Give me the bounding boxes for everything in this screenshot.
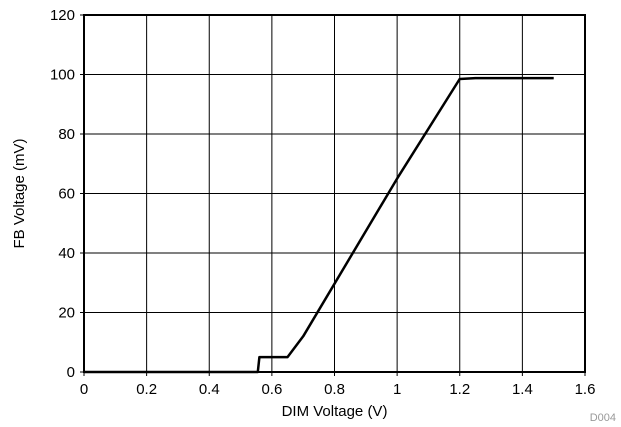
plot-frame [83, 14, 586, 373]
grid-lines [80, 14, 586, 376]
y-tick-label: 80 [58, 126, 75, 143]
x-tick-label: 0.2 [136, 381, 157, 398]
series-line-0 [84, 76, 554, 374]
x-tick-label: 1 [393, 381, 401, 398]
y-tick-label: 60 [58, 186, 75, 203]
y-axis-title: FB Voltage (mV) [11, 138, 28, 248]
x-axis-title: DIM Voltage (V) [282, 403, 388, 420]
x-tick-label: 1.4 [512, 381, 533, 398]
x-tick-label: 0 [80, 381, 88, 398]
y-tick-labels: 0 20 40 60 80 100 120 [50, 7, 75, 381]
x-tick-label: 1.6 [575, 381, 596, 398]
x-tick-label: 0.6 [261, 381, 282, 398]
y-tick-label: 0 [67, 364, 75, 381]
y-tick-label: 40 [58, 245, 75, 262]
y-tick-label: 100 [50, 67, 75, 84]
y-tick-label: 20 [58, 305, 75, 322]
series-layer [84, 76, 554, 374]
x-tick-labels: 0 0.2 0.4 0.6 0.8 1 1.2 1.4 1.6 [80, 381, 596, 398]
x-tick-label: 0.4 [199, 381, 220, 398]
x-tick-label: 1.2 [449, 381, 470, 398]
x-tick-label: 0.8 [324, 381, 345, 398]
figure-id: D004 [590, 412, 616, 424]
y-tick-label: 120 [50, 7, 75, 24]
